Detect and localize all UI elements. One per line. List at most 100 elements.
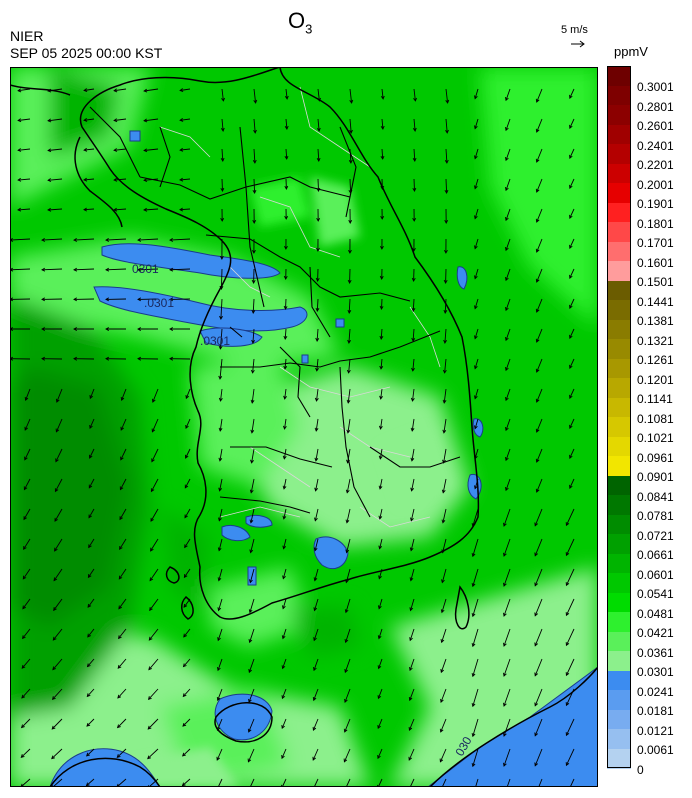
wind-arrow-icon — [344, 718, 351, 733]
wind-arrow-head-icon — [219, 315, 223, 320]
wind-arrow-icon — [380, 328, 383, 340]
wind-arrow-icon — [313, 778, 319, 787]
wind-arrow-head-icon — [569, 364, 573, 369]
wind-arrow-icon — [22, 598, 31, 609]
wind-arrow-head-icon — [54, 547, 58, 552]
wind-arrow-icon — [474, 268, 479, 279]
wind-arrow-icon — [381, 118, 384, 130]
wind-arrow-head-icon — [47, 207, 52, 212]
wind-arrow-head-icon — [184, 544, 188, 549]
wind-arrow-icon — [53, 568, 63, 581]
wind-arrow-head-icon — [315, 367, 319, 372]
wind-arrow-icon — [569, 328, 575, 339]
wind-arrow-icon — [412, 388, 415, 401]
wind-arrow-icon — [10, 268, 31, 271]
legend-color-cell — [607, 66, 631, 86]
wind-arrow-head-icon — [380, 125, 385, 130]
wind-arrow-icon — [218, 568, 223, 581]
wind-arrow-icon — [534, 748, 543, 766]
legend-tick-label: 0.0721 — [637, 528, 674, 543]
wind-arrow-head-icon — [343, 728, 348, 733]
wind-arrow-head-icon — [22, 575, 27, 580]
wind-arrow-head-icon — [534, 762, 538, 767]
legend-tick-label: 0.0181 — [637, 704, 674, 718]
wind-arrow-icon — [83, 178, 95, 181]
wind-arrow-icon — [120, 478, 127, 490]
wind-arrow-head-icon — [410, 487, 415, 492]
wind-arrow-head-icon — [408, 726, 413, 731]
wind-arrow-head-icon — [282, 515, 287, 520]
legend-tick-label: 0.1081 — [637, 411, 674, 426]
wind-arrow-head-icon — [471, 643, 476, 648]
wind-arrow-icon — [217, 778, 223, 787]
wind-arrow-head-icon — [54, 517, 58, 522]
wind-arrow-head-icon — [17, 177, 22, 182]
legend-color-cell — [607, 553, 631, 574]
wind-arrow-head-icon — [503, 762, 507, 767]
wind-arrow-head-icon — [119, 516, 123, 521]
legend-color-cell — [607, 124, 631, 145]
wind-arrow-head-icon — [185, 424, 189, 429]
wind-arrow-icon — [410, 508, 415, 521]
wind-arrow-icon — [89, 448, 95, 459]
legend-tick-label: 0.0781 — [637, 509, 674, 523]
wind-arrow-head-icon — [20, 724, 25, 729]
wind-arrow-head-icon — [283, 275, 288, 280]
wind-arrow-head-icon — [47, 178, 52, 183]
wind-arrow-icon — [313, 628, 319, 641]
district-boundaries — [159, 86, 441, 528]
wind-arrow-icon — [116, 778, 127, 787]
wind-arrow-head-icon — [569, 334, 573, 339]
wind-arrow-head-icon — [569, 214, 573, 219]
wind-arrow-head-icon — [378, 455, 383, 460]
wind-arrow-icon — [121, 388, 127, 401]
wind-arrow-head-icon — [143, 178, 148, 183]
wind-arrow-icon — [413, 118, 416, 132]
wind-arrow-head-icon — [52, 636, 57, 641]
wind-arrow-icon — [443, 388, 447, 403]
wind-arrow-icon — [345, 568, 351, 583]
wind-arrow-icon — [534, 718, 543, 736]
wind-arrow-icon — [444, 298, 447, 314]
wind-arrow-head-icon — [316, 127, 321, 132]
wind-arrow-head-icon — [220, 157, 225, 162]
wind-arrow-icon — [534, 658, 543, 676]
wind-arrow-head-icon — [117, 664, 122, 669]
wind-arrow-head-icon — [411, 277, 416, 282]
wind-arrow-icon — [409, 658, 415, 671]
wind-arrow-icon — [249, 628, 255, 643]
wind-arrow-head-icon — [179, 207, 184, 212]
wind-arrow-head-icon — [169, 297, 174, 302]
wind-arrow-head-icon — [185, 395, 190, 400]
wind-arrow-icon — [443, 448, 447, 463]
wind-arrow-head-icon — [54, 488, 59, 493]
wind-arrow-head-icon — [88, 514, 92, 519]
wind-arrow-head-icon — [217, 607, 222, 612]
wind-arrow-head-icon — [535, 488, 540, 493]
wind-arrow-icon — [41, 268, 63, 271]
wind-arrow-head-icon — [53, 577, 58, 582]
wind-arrow-icon — [88, 508, 95, 518]
wind-arrow-head-icon — [137, 327, 142, 331]
wind-arrow-head-icon — [51, 725, 56, 730]
wind-arrow-icon — [88, 478, 95, 489]
wind-arrow-head-icon — [505, 187, 509, 192]
wind-arrow-icon — [51, 718, 63, 730]
wind-arrow-icon — [314, 568, 319, 581]
wind-arrow-icon — [180, 148, 191, 151]
legend-color-cell — [607, 495, 631, 515]
wind-arrow-head-icon — [444, 249, 448, 254]
wind-arrow-icon — [281, 748, 287, 759]
wind-arrow-head-icon — [569, 454, 573, 459]
wind-arrow-head-icon — [377, 665, 382, 670]
wind-arrow-icon — [137, 268, 159, 271]
wind-arrow-head-icon — [441, 489, 446, 494]
wind-arrow-icon — [105, 268, 127, 271]
wind-arrow-icon — [505, 298, 511, 311]
wind-arrow-icon — [378, 628, 383, 639]
wind-arrow-head-icon — [179, 147, 184, 152]
wind-arrow-head-icon — [179, 118, 184, 122]
wind-arrow-icon — [413, 178, 415, 192]
wind-arrow-head-icon — [148, 636, 153, 641]
wind-arrow-head-icon — [565, 672, 570, 677]
